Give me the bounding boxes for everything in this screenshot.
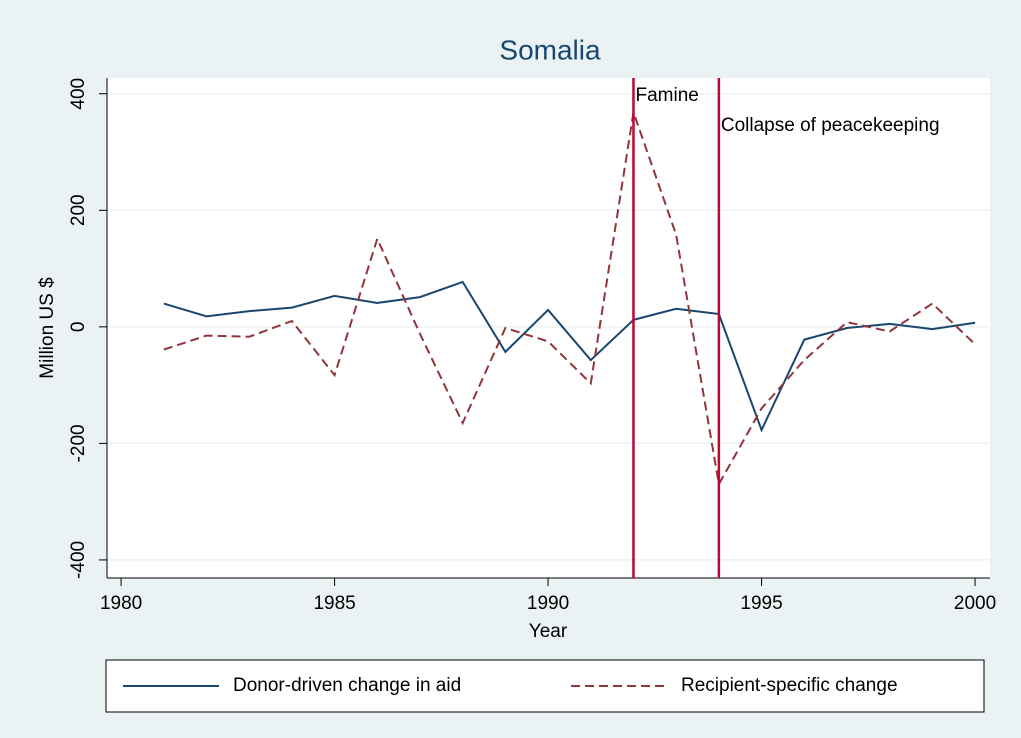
legend-box [105,659,985,713]
legend-label: Donor-driven change in aid [233,675,461,696]
y-tick-label: 200 [68,194,89,226]
x-tick-label: 2000 [954,593,996,614]
x-tick-label: 1980 [100,593,142,614]
x-tick-label: 1985 [313,593,355,614]
y-tick-label: 400 [68,78,89,110]
series-line [163,112,976,488]
x-axis-title: Year [529,621,568,642]
y-axis-title: Million US $ [37,277,58,379]
y-tick-label: -400 [68,541,89,579]
y-tick-label: 0 [68,322,89,333]
chart-title: Somalia [499,34,601,65]
legend-label: Recipient-specific change [681,675,898,696]
event-label: Collapse of peacekeeping [721,115,940,136]
series-line [163,280,976,433]
x-tick-label: 1990 [527,593,569,614]
event-label: Famine [635,85,698,106]
x-tick-label: 1995 [740,593,782,614]
y-tick-label: -200 [68,424,89,462]
plot-area [107,78,990,578]
